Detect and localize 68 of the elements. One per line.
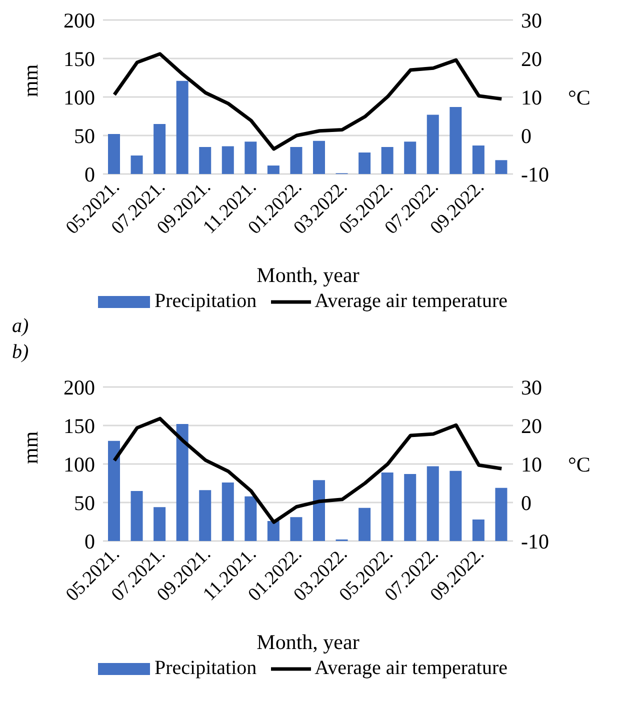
y2-tick-label: 30 — [521, 375, 542, 400]
bar — [222, 482, 234, 541]
line-series — [112, 416, 504, 524]
legend-label: Precipitation — [154, 657, 257, 680]
bar — [495, 160, 508, 174]
bar — [267, 520, 280, 541]
bar — [472, 146, 484, 174]
bar — [290, 517, 302, 541]
y2-tick-label: 0 — [521, 490, 532, 515]
bar — [381, 147, 394, 174]
y-tick-label: 200 — [64, 375, 95, 400]
y-tick-label: 100 — [64, 452, 95, 476]
bar — [404, 142, 416, 174]
y2-axis-title: °C — [568, 452, 590, 476]
y-tick-label: 0 — [84, 162, 95, 186]
legend-label: Average air temperature — [314, 657, 508, 680]
y2-tick-label: 10 — [521, 85, 542, 110]
text: b) — [12, 340, 30, 365]
y-axis-title: mm — [18, 64, 42, 97]
bar — [381, 472, 394, 541]
bar — [130, 156, 143, 174]
y2-tick-label: 30 — [521, 8, 542, 32]
bar — [244, 496, 257, 541]
y2-tick-label: -10 — [521, 529, 549, 554]
bar — [222, 146, 234, 174]
bar — [130, 490, 143, 541]
bar — [426, 114, 439, 174]
y-tick-label: 50 — [74, 490, 95, 515]
bar — [358, 152, 371, 174]
line-series — [112, 52, 504, 151]
bar — [472, 519, 484, 541]
x-axis-title: Month, year — [256, 263, 360, 287]
y-tick-label: 150 — [64, 46, 95, 71]
bar — [450, 470, 462, 541]
bar — [313, 140, 325, 174]
bar — [313, 480, 325, 541]
bar — [404, 474, 416, 541]
y2-axis-title: °C — [568, 85, 590, 110]
legend-label: Average air temperature — [314, 290, 508, 313]
bar — [108, 440, 120, 541]
bar — [199, 490, 212, 541]
bar — [358, 508, 371, 541]
bar — [450, 107, 462, 174]
y2-tick-label: 20 — [521, 46, 542, 71]
bar — [244, 142, 257, 174]
y-tick-label: 0 — [84, 529, 95, 554]
bar — [108, 134, 120, 174]
bar — [290, 147, 302, 174]
bar — [176, 80, 188, 174]
y-tick-label: 100 — [64, 85, 95, 110]
bar — [199, 147, 212, 174]
legend-label: Precipitation — [154, 290, 257, 313]
y2-tick-label: -10 — [521, 162, 549, 186]
y-tick-label: 150 — [64, 414, 95, 438]
text: a) — [12, 314, 30, 339]
bar — [495, 488, 508, 541]
y-tick-label: 200 — [64, 8, 95, 32]
bar — [267, 166, 280, 174]
x-axis-title: Month, year — [256, 630, 360, 654]
bar — [426, 466, 439, 541]
y2-tick-label: 20 — [521, 414, 542, 438]
y-tick-label: 50 — [74, 124, 95, 148]
y2-tick-label: 10 — [521, 452, 542, 476]
bar — [154, 507, 166, 541]
y2-tick-label: 0 — [521, 124, 532, 148]
bar — [154, 124, 166, 174]
bar — [176, 424, 188, 541]
y-axis-title: mm — [18, 431, 42, 464]
